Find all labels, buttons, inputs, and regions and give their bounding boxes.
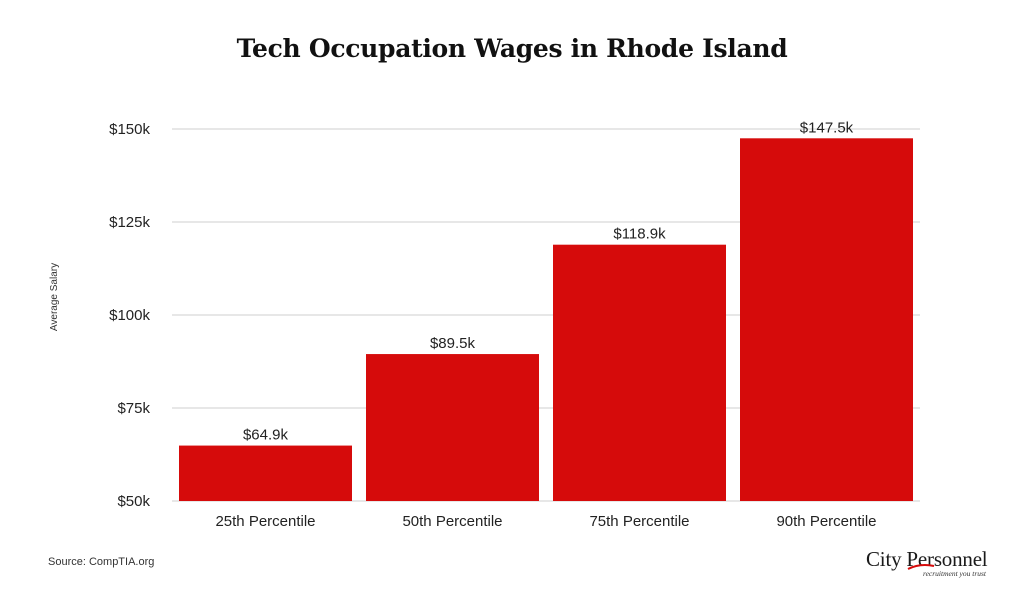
category-label: 75th Percentile <box>589 513 689 530</box>
y-axis-ticks: $50k $75k $100k $125k $150k <box>109 121 150 510</box>
y-tick-label: $75k <box>117 400 150 417</box>
bar <box>366 354 539 501</box>
category-label: 50th Percentile <box>402 513 502 530</box>
data-labels: $64.9k $89.5k $118.9k $147.5k <box>243 119 854 443</box>
data-label: $118.9k <box>613 226 666 243</box>
y-tick-label: $100k <box>109 307 150 324</box>
source-note: Source: CompTIA.org <box>48 556 155 568</box>
chart-title: Tech Occupation Wages in Rhode Island <box>236 34 788 63</box>
y-tick-label: $150k <box>109 121 150 138</box>
category-label: 25th Percentile <box>215 513 315 530</box>
y-axis-label: Average Salary <box>49 263 60 331</box>
bars <box>179 138 913 502</box>
data-label: $147.5k <box>800 119 854 136</box>
category-label: 90th Percentile <box>776 513 876 530</box>
y-tick-label: $125k <box>109 214 150 231</box>
bar <box>179 445 352 501</box>
city-personnel-logo: City Personnel recruitment you trust <box>866 547 988 581</box>
data-label: $89.5k <box>430 335 476 352</box>
logo-tagline: recruitment you trust <box>922 569 986 578</box>
logo-wordmark: City Personnel <box>866 547 988 571</box>
logo-swoosh-icon <box>907 564 935 570</box>
bar <box>553 244 726 501</box>
x-axis-categories: 25th Percentile 50th Percentile 75th Perce… <box>215 513 876 530</box>
bar <box>740 138 913 502</box>
y-tick-label: $50k <box>117 493 150 510</box>
data-label: $64.9k <box>243 427 289 444</box>
